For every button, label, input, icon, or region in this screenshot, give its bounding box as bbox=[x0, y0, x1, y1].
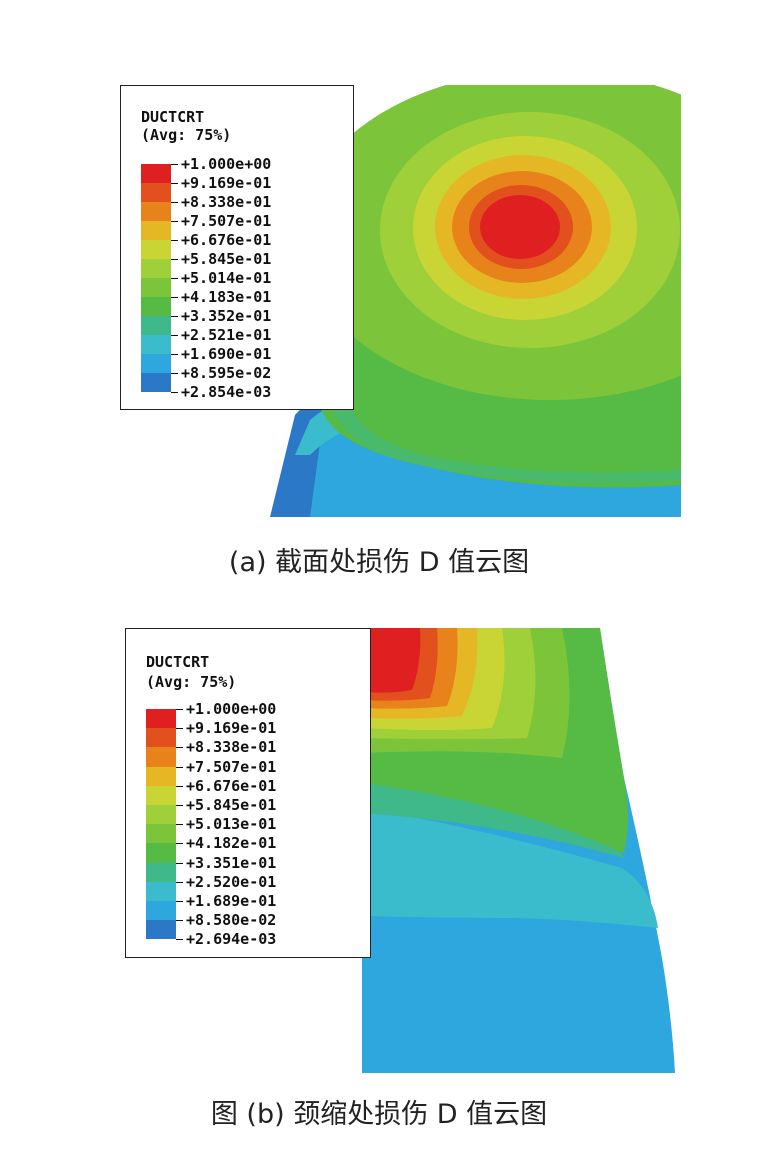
legend-label-a: +4.183e-01 bbox=[181, 288, 272, 306]
legend-label-b: +8.580e-02 bbox=[186, 911, 277, 930]
legend-tick-a bbox=[171, 373, 178, 374]
legend-tick-a bbox=[171, 164, 178, 165]
legend-tick-a bbox=[171, 202, 178, 203]
legend-label-b: +4.182e-01 bbox=[186, 834, 277, 853]
legend-label-a: +1.690e-01 bbox=[181, 345, 272, 363]
legend-swatch-b bbox=[146, 881, 176, 901]
legend-tick-b bbox=[176, 709, 183, 710]
legend-tick-b bbox=[176, 901, 183, 902]
legend-label-b: +5.845e-01 bbox=[186, 796, 277, 814]
legend-tick-b bbox=[176, 939, 183, 941]
legend-swatch-b bbox=[146, 709, 176, 729]
legend-label-a: +8.338e-01 bbox=[181, 193, 272, 211]
legend-swatch-b bbox=[146, 843, 176, 863]
color-legend-b: DUCTCRT (Avg: 75%) +1.000e+00 +9.169e-01 +… bbox=[125, 628, 371, 958]
legend-swatch-a bbox=[141, 221, 171, 240]
legend-tick-b bbox=[176, 824, 183, 826]
fracture-contour-svg-b bbox=[362, 628, 680, 1073]
legend-swatch-b bbox=[146, 728, 176, 748]
legend-swatch-a bbox=[141, 164, 171, 183]
legend-label-b: +8.338e-01 bbox=[186, 738, 277, 757]
legend-swatch-a bbox=[141, 373, 171, 392]
legend-label-b: +2.694e-03 bbox=[186, 930, 277, 949]
legend-label-b: +1.000e+00 bbox=[186, 700, 277, 718]
legend-label-b: +3.351e-01 bbox=[186, 853, 277, 872]
legend-label-a: +2.521e-01 bbox=[181, 326, 272, 344]
legend-tick-b bbox=[176, 728, 183, 730]
legend-tick-b bbox=[176, 747, 183, 749]
legend-tick-a bbox=[171, 183, 178, 184]
legend-tick-a bbox=[171, 392, 178, 393]
legend-swatch-b bbox=[146, 785, 176, 805]
caption-b: 图 (b) 颈缩处损伤 D 值云图 bbox=[210, 1099, 548, 1130]
legend-label-a: +6.676e-01 bbox=[181, 231, 272, 249]
legend-swatch-b bbox=[146, 920, 176, 940]
legend-tick-b bbox=[176, 805, 183, 806]
legend-swatch-a bbox=[141, 240, 171, 259]
legend-label-a: +1.000e+00 bbox=[181, 155, 272, 173]
legend-swatch-a bbox=[141, 259, 171, 278]
legend-swatch-a bbox=[141, 335, 171, 354]
legend-title-a: DUCTCRT bbox=[141, 108, 205, 126]
legend-swatch-b bbox=[146, 901, 176, 921]
legend-tick-b bbox=[176, 862, 183, 864]
legend-tick-a bbox=[171, 316, 178, 317]
legend-swatch-a bbox=[141, 202, 171, 221]
legend-tick-a bbox=[171, 278, 178, 279]
legend-tick-a bbox=[171, 221, 178, 222]
legend-swatch-b bbox=[146, 805, 176, 825]
legend-tick-b bbox=[176, 881, 183, 883]
legend-label-a: +9.169e-01 bbox=[181, 174, 272, 192]
legend-swatch-b bbox=[146, 824, 176, 844]
legend-label-b: +9.169e-01 bbox=[186, 719, 277, 738]
legend-swatch-b bbox=[146, 862, 176, 882]
legend-tick-a bbox=[171, 259, 178, 260]
caption-a: (a) 截面处损伤 D 值云图 bbox=[228, 547, 530, 578]
legend-tick-a bbox=[171, 297, 178, 298]
legend-tick-b bbox=[176, 785, 183, 787]
legend-label-b: +1.689e-01 bbox=[186, 892, 277, 910]
legend-swatch-b bbox=[146, 766, 176, 786]
fracture-contour-svg-a bbox=[120, 85, 681, 517]
legend-tick-b bbox=[176, 843, 183, 845]
legend-label-b: +2.520e-01 bbox=[186, 872, 277, 891]
legend-subtitle-a: (Avg: 75%) bbox=[141, 126, 232, 144]
legend-label-b: +6.676e-01 bbox=[186, 776, 277, 795]
legend-label-a: +5.845e-01 bbox=[181, 250, 272, 268]
legend-label-a: +2.854e-03 bbox=[181, 383, 272, 401]
legend-label-a: +7.507e-01 bbox=[181, 212, 272, 230]
legend-tick-a bbox=[171, 240, 178, 241]
legend-tick-b bbox=[176, 920, 183, 922]
legend-swatch-a bbox=[141, 297, 171, 316]
legend-subtitle-b: (Avg: 75%) bbox=[146, 673, 237, 691]
legend-tick-b bbox=[176, 766, 183, 768]
legend-swatch-a bbox=[141, 316, 171, 335]
legend-swatch-a bbox=[141, 183, 171, 202]
legend-label-a: +8.595e-02 bbox=[181, 364, 272, 382]
legend-swatch-a bbox=[141, 278, 171, 297]
color-legend-a: DUCTCRT (Avg: 75%) +1.000e+00 +9.169e-01 +… bbox=[120, 85, 354, 410]
legend-swatch-a bbox=[141, 354, 171, 373]
legend-title-b: DUCTCRT bbox=[146, 653, 210, 671]
legend-label-a: +5.014e-01 bbox=[181, 269, 272, 287]
legend-label-b: +7.507e-01 bbox=[186, 757, 277, 776]
legend-label-a: +3.352e-01 bbox=[181, 307, 272, 325]
legend-label-b: +5.013e-01 bbox=[186, 815, 277, 834]
fracture-contour-plot-b bbox=[362, 628, 680, 1073]
fracture-contour-plot-a bbox=[120, 85, 681, 517]
legend-tick-a bbox=[171, 354, 178, 355]
legend-tick-a bbox=[171, 335, 178, 336]
legend-swatch-b bbox=[146, 747, 176, 767]
